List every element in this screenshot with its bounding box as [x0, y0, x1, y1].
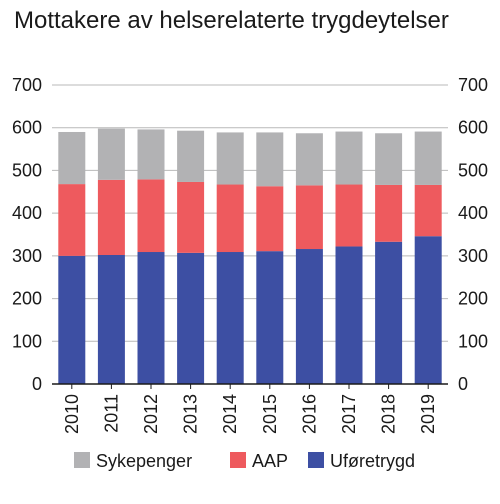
bar-aap-2018 [375, 184, 403, 242]
legend-label-uføretrygd: Uføretrygd [330, 451, 415, 471]
x-tick-label: 2011 [101, 394, 121, 433]
y-axis-right: 0 100 200 300 400 500 600 700 [458, 75, 488, 394]
bar-uføretrygd-2013 [177, 252, 205, 384]
bar-sykepenger-2019 [414, 131, 442, 185]
bar-sykepenger-2013 [177, 130, 205, 182]
y-tick-label-left: 400 [12, 203, 42, 223]
bar-aap-2011 [97, 179, 125, 256]
x-tick-label: 2019 [418, 394, 438, 434]
y-tick-label-left: 600 [12, 118, 42, 138]
legend: Sykepenger AAP Uføretrygd [74, 451, 415, 471]
y-tick-label-left: 500 [12, 160, 42, 180]
bar-aap-2014 [216, 184, 244, 253]
bar-sykepenger-2012 [137, 129, 165, 180]
bar-sykepenger-2010 [58, 131, 86, 185]
bar-uføretrygd-2010 [58, 255, 86, 384]
bar-uføretrygd-2019 [414, 236, 442, 384]
bar-uføretrygd-2014 [216, 252, 244, 384]
bar-sykepenger-2017 [335, 131, 363, 185]
y-tick-label-right: 0 [458, 374, 468, 394]
bar-uføretrygd-2016 [295, 249, 323, 384]
bar-sykepenger-2014 [216, 132, 244, 185]
y-tick-label-left: 100 [12, 331, 42, 351]
x-tick-label: 2014 [220, 394, 240, 434]
bar-aap-2019 [414, 184, 442, 237]
bar-aap-2010 [58, 184, 86, 256]
y-tick-label-right: 700 [458, 75, 488, 95]
bar-aap-2012 [137, 179, 165, 253]
y-tick-label-right: 400 [458, 203, 488, 223]
x-tick-label: 2016 [299, 394, 319, 434]
bar-sykepenger-2011 [97, 128, 125, 180]
bar-sykepenger-2015 [256, 132, 284, 187]
legend-swatch-uføretrygd [308, 452, 324, 468]
y-tick-label-left: 300 [12, 246, 42, 266]
x-axis: 2010 2011 2012 2013 2014 2015 2016 2017 2018 2019 [52, 383, 448, 434]
bars [58, 128, 442, 384]
x-tick-label: 2012 [141, 394, 161, 434]
y-tick-label-right: 300 [458, 246, 488, 266]
bar-uføretrygd-2012 [137, 252, 165, 384]
legend-swatch-aap [230, 452, 246, 468]
bar-sykepenger-2018 [375, 133, 403, 185]
bar-uføretrygd-2017 [335, 246, 363, 384]
bar-aap-2016 [295, 185, 323, 250]
chart-title: Mottakere av helserelaterte trygdeytelse… [14, 7, 449, 34]
y-tick-label-right: 500 [458, 160, 488, 180]
y-tick-label-right: 100 [458, 331, 488, 351]
bar-sykepenger-2016 [295, 133, 323, 186]
y-axis-left: 0 100 200 300 400 500 600 700 [12, 75, 42, 394]
bar-aap-2017 [335, 184, 363, 247]
x-tick-label: 2013 [181, 394, 201, 434]
x-tick-label: 2010 [62, 394, 82, 434]
y-tick-label-left: 700 [12, 75, 42, 95]
y-tick-label-left: 200 [12, 289, 42, 309]
x-tick-label: 2018 [379, 394, 399, 434]
y-tick-label-right: 600 [458, 118, 488, 138]
bar-aap-2013 [177, 181, 205, 253]
y-tick-label-left: 0 [32, 374, 42, 394]
bar-aap-2015 [256, 186, 284, 252]
legend-label-aap: AAP [252, 451, 288, 471]
bar-uføretrygd-2015 [256, 251, 284, 384]
legend-label-sykepenger: Sykepenger [96, 451, 192, 471]
x-tick-label: 2015 [260, 394, 280, 434]
bar-uføretrygd-2011 [97, 255, 125, 384]
x-tick-label: 2017 [339, 394, 359, 434]
bar-uføretrygd-2018 [375, 241, 403, 384]
y-tick-label-right: 200 [458, 289, 488, 309]
legend-swatch-sykepenger [74, 452, 90, 468]
